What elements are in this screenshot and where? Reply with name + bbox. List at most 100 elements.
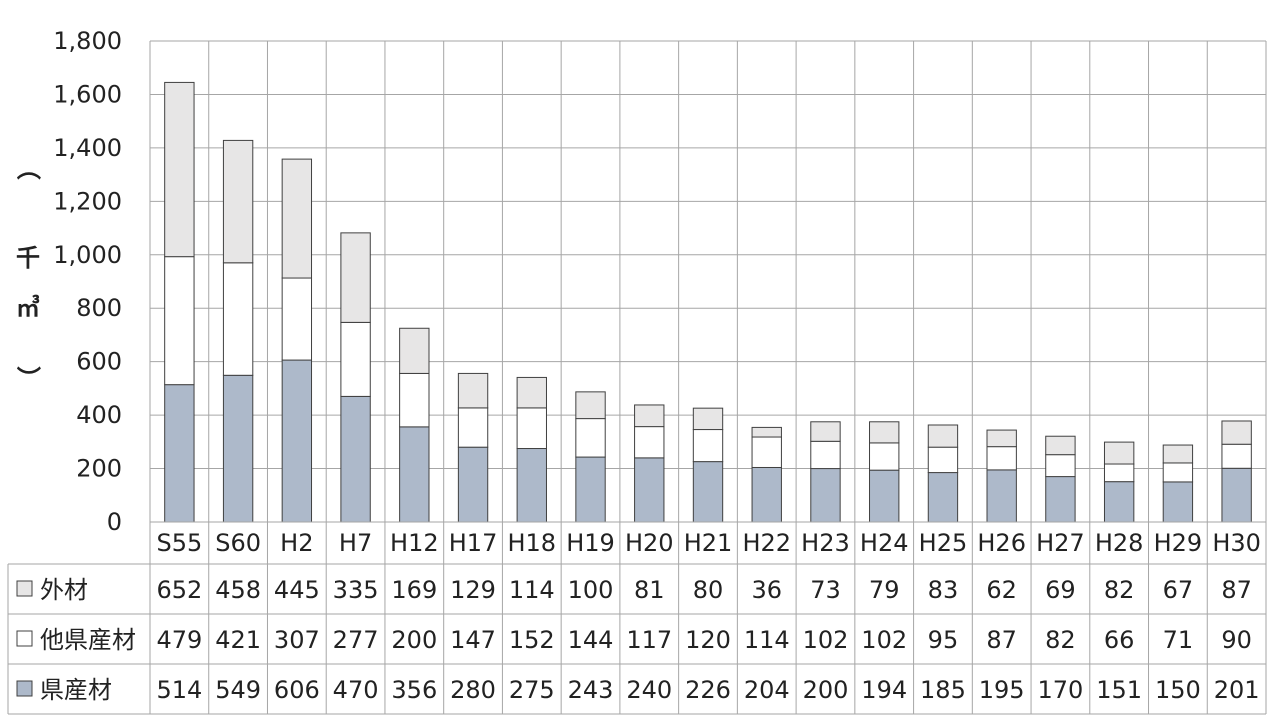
table-cell-他県産材-H30: 90 bbox=[1221, 626, 1252, 654]
table-cell-県産材-H22: 204 bbox=[744, 676, 790, 704]
table-cell-他県産材-H21: 120 bbox=[685, 626, 731, 654]
y-axis-label-char: （ bbox=[14, 156, 42, 180]
bar-segment-H20-2 bbox=[634, 404, 665, 428]
table-cell-外材-H30: 87 bbox=[1221, 576, 1252, 604]
bar-segment-H30-1 bbox=[1221, 443, 1252, 469]
bar-segment-S55-0 bbox=[164, 384, 195, 523]
table-cell-他県産材-H2: 307 bbox=[274, 626, 320, 654]
table-cell-外材-H19: 100 bbox=[568, 576, 614, 604]
table-cell-県産材-H18: 275 bbox=[509, 676, 555, 704]
bar-segment-H17-2 bbox=[457, 372, 489, 409]
table-cell-他県産材-H22: 114 bbox=[744, 626, 790, 654]
bar-segment-H7-2 bbox=[340, 232, 371, 323]
bar-segment-H7-0 bbox=[340, 395, 371, 523]
bar-segment-H27-1 bbox=[1045, 454, 1076, 478]
bar-segment-H29-1 bbox=[1162, 462, 1194, 483]
bar-segment-H24-1 bbox=[869, 442, 900, 471]
table-cell-外材-H7: 335 bbox=[333, 576, 379, 604]
bar-segment-H30-0 bbox=[1221, 467, 1252, 523]
bar-segment-H17-1 bbox=[457, 407, 489, 448]
bar-segment-S60-2 bbox=[222, 139, 254, 264]
bar-segment-H26-0 bbox=[986, 469, 1017, 523]
bar-segment-H2-0 bbox=[281, 359, 313, 523]
bar-segment-H21-2 bbox=[692, 407, 724, 431]
table-cell-外材-H29: 67 bbox=[1163, 576, 1194, 604]
y-tick-label: 1,400 bbox=[53, 134, 122, 162]
table-cell-外材-H21: 80 bbox=[693, 576, 724, 604]
category-label-H30: H30 bbox=[1212, 529, 1261, 557]
y-axis-ticks: 0 200 400 600 800 1,000 1,200 1,400 1,600 1,800 bbox=[53, 27, 122, 536]
table-cell-外材-H20: 81 bbox=[634, 576, 665, 604]
category-label-H26: H26 bbox=[977, 529, 1026, 557]
table-cell-県産材-H25: 185 bbox=[920, 676, 966, 704]
y-tick-label: 0 bbox=[107, 508, 122, 536]
bar-segment-H23-2 bbox=[810, 421, 841, 442]
table-cell-外材-H27: 69 bbox=[1045, 576, 1076, 604]
y-tick-label: 1,800 bbox=[53, 27, 122, 55]
table-cell-他県産材-H17: 147 bbox=[450, 626, 496, 654]
bar-segment-S55-1 bbox=[164, 256, 195, 386]
bar-segment-H28-2 bbox=[1103, 441, 1135, 465]
y-tick-label: 400 bbox=[76, 401, 122, 429]
table-cell-県産材-H29: 150 bbox=[1155, 676, 1201, 704]
bar-segment-H22-0 bbox=[751, 466, 782, 523]
bar-segment-H19-1 bbox=[575, 418, 606, 458]
table-cell-外材-H17: 129 bbox=[450, 576, 496, 604]
table-cell-他県産材-H29: 71 bbox=[1163, 626, 1194, 654]
table-cell-他県産材-S60: 421 bbox=[215, 626, 261, 654]
bar-segment-H23-1 bbox=[810, 440, 841, 470]
bar-segment-H19-2 bbox=[575, 391, 606, 420]
bar-segment-H21-1 bbox=[692, 429, 724, 463]
category-label-H28: H28 bbox=[1095, 529, 1144, 557]
bar-segment-H18-0 bbox=[516, 448, 547, 523]
table-cell-他県産材-H28: 66 bbox=[1104, 626, 1135, 654]
bar-segment-H7-1 bbox=[340, 321, 371, 397]
table-cell-県産材-H26: 195 bbox=[979, 676, 1025, 704]
bar-segment-S60-0 bbox=[222, 374, 254, 523]
legend-key-外材 bbox=[16, 580, 33, 597]
y-axis-label: （ 千㎥ ） bbox=[14, 156, 42, 390]
bar-segment-H24-0 bbox=[869, 469, 900, 523]
y-axis-label-char: ㎥ bbox=[16, 294, 40, 322]
table-cell-県産材-S55: 514 bbox=[156, 676, 202, 704]
category-label-H29: H29 bbox=[1154, 529, 1203, 557]
table-cell-外材-H12: 169 bbox=[391, 576, 437, 604]
y-axis-label-char: 千 bbox=[16, 244, 40, 272]
table-cell-県産材-H23: 200 bbox=[803, 676, 849, 704]
bar-segment-H24-2 bbox=[869, 421, 900, 444]
legend-label-外材: 外材 bbox=[40, 576, 88, 604]
bar-segment-H20-0 bbox=[634, 457, 665, 523]
category-label-H18: H18 bbox=[507, 529, 556, 557]
category-label-H2: H2 bbox=[280, 529, 313, 557]
category-label-H19: H19 bbox=[566, 529, 615, 557]
bar-segment-H19-0 bbox=[575, 456, 606, 523]
category-label-H23: H23 bbox=[801, 529, 850, 557]
category-label-H17: H17 bbox=[449, 529, 498, 557]
bar-segment-H25-0 bbox=[927, 472, 959, 523]
bar-segment-H29-0 bbox=[1162, 481, 1194, 523]
bar-segment-H28-0 bbox=[1103, 481, 1135, 523]
category-label-H7: H7 bbox=[339, 529, 372, 557]
bar-segment-H17-0 bbox=[457, 446, 489, 523]
table-cell-県産材-H24: 194 bbox=[861, 676, 907, 704]
category-label-H27: H27 bbox=[1036, 529, 1085, 557]
bar-segment-H27-0 bbox=[1045, 476, 1076, 523]
y-tick-label: 200 bbox=[76, 455, 122, 483]
legend-label-県産材: 県産材 bbox=[40, 676, 112, 704]
bar-segment-H25-2 bbox=[927, 424, 959, 448]
bar-segment-H12-2 bbox=[399, 327, 430, 374]
table-cell-他県産材-H24: 102 bbox=[861, 626, 907, 654]
bar-segment-H29-2 bbox=[1162, 444, 1194, 464]
table-cell-外材-H23: 73 bbox=[810, 576, 841, 604]
table-cell-県産材-H19: 243 bbox=[568, 676, 614, 704]
y-axis-label-char: ） bbox=[14, 366, 42, 390]
bar-segment-H2-1 bbox=[281, 277, 313, 361]
table-cell-外材-H22: 36 bbox=[751, 576, 782, 604]
bar-segment-H12-1 bbox=[399, 372, 430, 428]
table-cell-他県産材-H25: 95 bbox=[928, 626, 959, 654]
table-cell-県産材-H30: 201 bbox=[1214, 676, 1260, 704]
table-cell-他県産材-H18: 152 bbox=[509, 626, 555, 654]
category-label-H12: H12 bbox=[390, 529, 439, 557]
bar-segment-S55-2 bbox=[164, 81, 195, 258]
bar-segment-H22-2 bbox=[751, 426, 782, 438]
